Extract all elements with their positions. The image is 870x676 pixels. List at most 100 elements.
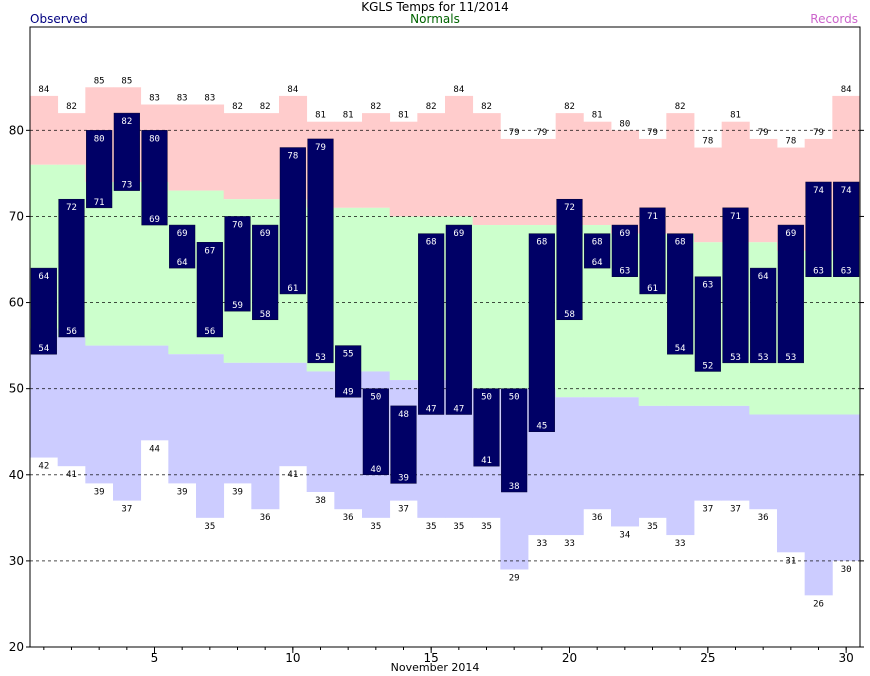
observed-bar (58, 198, 85, 338)
observed-high-label: 71 (647, 212, 658, 222)
observed-bar (224, 216, 251, 312)
record-low-label: 30 (841, 565, 852, 575)
record-high-label: 79 (813, 128, 824, 138)
record-low-band (223, 362, 252, 484)
record-low-label: 35 (426, 522, 437, 532)
observed-low-label: 71 (94, 198, 105, 208)
record-high-label: 83 (204, 94, 215, 104)
record-high-label: 79 (758, 128, 769, 138)
observed-high-label: 72 (564, 203, 575, 213)
chart-title: KGLS Temps for 11/2014 (361, 0, 509, 14)
record-low-band (279, 362, 308, 467)
observed-low-label: 64 (177, 258, 188, 268)
record-high-band (666, 113, 695, 234)
observed-bar (584, 233, 611, 269)
normal-band (113, 182, 142, 346)
record-low-band (777, 414, 806, 553)
observed-low-label: 53 (785, 353, 796, 363)
normal-band (334, 207, 363, 372)
record-low-label: 33 (536, 539, 547, 549)
record-high-label: 78 (785, 137, 796, 147)
observed-high-label: 69 (177, 229, 188, 239)
observed-low-label: 41 (481, 456, 492, 466)
record-low-label: 37 (730, 505, 741, 515)
observed-bar (113, 112, 140, 191)
observed-bar (30, 267, 57, 355)
record-low-label: 33 (675, 539, 686, 549)
record-low-label: 44 (149, 444, 160, 454)
record-high-label: 84 (38, 85, 49, 95)
record-low-band (555, 397, 584, 536)
record-high-label: 85 (94, 76, 105, 86)
record-high-label: 82 (481, 102, 492, 112)
record-low-label: 26 (813, 599, 824, 609)
observed-low-label: 54 (675, 344, 686, 354)
normal-band (472, 225, 501, 389)
observed-high-label: 69 (260, 229, 271, 239)
observed-bar (252, 224, 279, 321)
observed-low-label: 49 (343, 387, 354, 397)
observed-low-label: 63 (813, 267, 824, 277)
record-high-label: 82 (232, 102, 243, 112)
record-low-band (666, 405, 695, 536)
y-tick-label: 80 (9, 123, 24, 137)
y-tick-label: 70 (9, 209, 24, 223)
record-high-label: 82 (66, 102, 77, 112)
legend-records: Records (810, 12, 858, 26)
observed-bar (418, 233, 445, 415)
observed-high-label: 68 (675, 238, 686, 248)
observed-high-label: 80 (149, 134, 160, 144)
record-low-label: 41 (287, 470, 298, 480)
record-high-label: 82 (370, 102, 381, 112)
observed-bar (169, 224, 196, 269)
observed-bar (833, 181, 860, 277)
x-tick-label: 20 (562, 651, 577, 665)
observed-bar (722, 207, 749, 364)
normal-band (389, 216, 418, 381)
record-high-label: 81 (592, 111, 603, 121)
record-high-band (57, 113, 86, 165)
record-low-label: 39 (232, 487, 243, 497)
record-high-label: 81 (315, 111, 326, 121)
record-high-band (528, 138, 557, 226)
observed-high-label: 69 (619, 229, 630, 239)
record-low-label: 38 (315, 496, 326, 506)
observed-high-label: 74 (841, 186, 852, 196)
observed-high-label: 50 (370, 393, 381, 403)
observed-low-label: 73 (121, 181, 132, 191)
record-low-label: 36 (592, 513, 603, 523)
observed-high-label: 74 (813, 186, 824, 196)
observed-low-label: 54 (38, 344, 49, 354)
record-low-band (85, 345, 114, 484)
observed-low-label: 63 (619, 267, 630, 277)
record-low-label: 36 (260, 513, 271, 523)
record-low-label: 35 (481, 522, 492, 532)
record-low-band (306, 371, 335, 492)
observed-high-label: 48 (398, 410, 409, 420)
record-low-label: 36 (758, 513, 769, 523)
observed-bar (805, 181, 832, 277)
x-tick-label: 30 (839, 651, 854, 665)
record-high-label: 79 (647, 128, 658, 138)
observed-high-label: 63 (702, 281, 713, 291)
record-low-band (611, 397, 640, 527)
observed-low-label: 38 (509, 482, 520, 492)
y-tick-label: 20 (9, 640, 24, 654)
observed-low-label: 45 (536, 422, 547, 432)
observed-bar (667, 233, 694, 355)
observed-bar (473, 388, 500, 467)
observed-bar (611, 224, 638, 277)
x-tick-label: 5 (151, 651, 159, 665)
normal-band (85, 182, 114, 346)
x-axis-label: November 2014 (390, 661, 480, 674)
record-high-label: 83 (177, 94, 188, 104)
record-high-band (251, 113, 280, 200)
x-tick-label: 10 (285, 651, 300, 665)
normal-band (832, 250, 861, 415)
normal-band (804, 250, 833, 415)
observed-bar (196, 242, 223, 338)
record-high-band (362, 113, 391, 208)
record-low-band (113, 345, 142, 501)
observed-bar (750, 267, 777, 364)
